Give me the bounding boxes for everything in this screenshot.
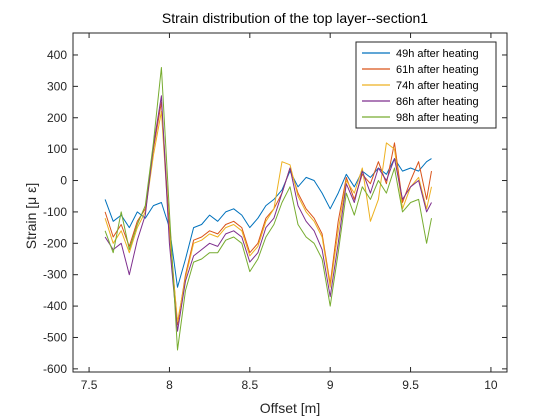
x-tick-label: 8.5 bbox=[241, 378, 258, 392]
y-tick-label: -500 bbox=[43, 330, 67, 344]
series-line-1 bbox=[104, 158, 432, 288]
series-line-3 bbox=[104, 111, 432, 323]
y-tick-label: -400 bbox=[43, 299, 67, 313]
legend-label: 86h after heating bbox=[396, 96, 479, 108]
y-tick-label: 0 bbox=[60, 174, 67, 188]
legend: 49h after heating 61h after heating 74h af… bbox=[355, 41, 497, 129]
series-layer bbox=[104, 67, 432, 351]
x-tick-label: 8 bbox=[166, 378, 173, 392]
legend-label: 49h after heating bbox=[396, 48, 479, 60]
x-axis-title: Offset [m] bbox=[260, 400, 320, 416]
series-line-2 bbox=[104, 101, 432, 326]
y-tick-label: -200 bbox=[43, 236, 67, 250]
x-tick-label: 9.5 bbox=[402, 378, 419, 392]
axes-layer: 7.5 8 8.5 9 9.5 10 -600 -500 -400 -300 -200 -100 0 10… bbox=[43, 32, 508, 392]
y-tick-label: 400 bbox=[47, 48, 67, 62]
y-tick-label: 300 bbox=[47, 79, 67, 93]
legend-label: 61h after heating bbox=[396, 64, 479, 76]
axes-frame bbox=[72, 32, 508, 373]
x-tick-label: 10 bbox=[484, 378, 498, 392]
series-line-5 bbox=[104, 67, 432, 351]
x-tick-label: 7.5 bbox=[81, 378, 98, 392]
chart-title: Strain distribution of the top layer--se… bbox=[162, 10, 428, 26]
series-line-4 bbox=[104, 95, 432, 332]
y-tick-label: 200 bbox=[47, 111, 67, 125]
y-tick-label: -100 bbox=[43, 205, 67, 219]
legend-label: 74h after heating bbox=[396, 80, 479, 92]
legend-label: 98h after heating bbox=[396, 112, 479, 124]
y-tick-label: -300 bbox=[43, 268, 67, 282]
y-axis-title: Strain [μ ε] bbox=[23, 183, 39, 249]
y-tick-label: -600 bbox=[43, 362, 67, 376]
y-tick-label: 100 bbox=[47, 142, 67, 156]
x-tick-label: 9 bbox=[327, 378, 334, 392]
